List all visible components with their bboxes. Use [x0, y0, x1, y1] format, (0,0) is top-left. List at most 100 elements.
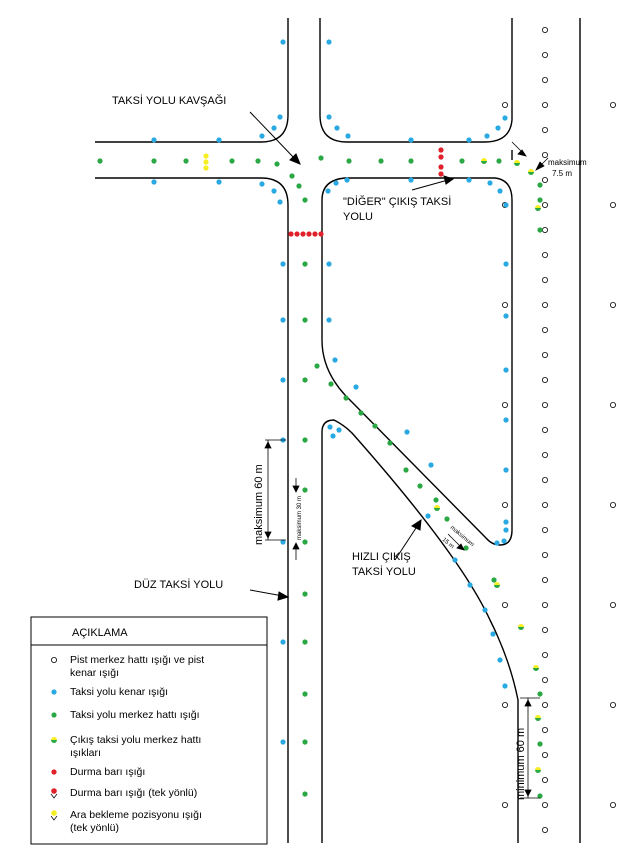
legend-item: Ara bekleme pozisyonu ışığı(tek yönlü) [50, 809, 202, 834]
other-exit-label-1: "DİĞER" ÇIKIŞ TAKSİ [343, 195, 451, 208]
taxiway-edge-light [482, 607, 488, 613]
taxiway-centerline-lights [97, 155, 543, 799]
runway-centerline-light [542, 176, 549, 183]
runway-centerline-light [542, 376, 549, 383]
taxiway-centerline-light [183, 158, 189, 164]
stop-bar-lights [288, 147, 444, 237]
taxiway-edge-light [484, 133, 490, 139]
taxiway-edge-light [503, 527, 509, 533]
straight-taxiway-left-edge [95, 18, 289, 143]
taxiway-centerline-light [537, 691, 543, 697]
taxiway-edge-lights [151, 39, 509, 745]
exit-centerline-light [535, 205, 541, 211]
green-yellow-dot-icon [51, 737, 57, 743]
legend-item-label: Çıkış taksi yolu merkez hattı [70, 734, 201, 746]
runway-centerline-light [542, 777, 549, 784]
red-unidirectional-icon [50, 788, 58, 799]
taxiway-edge-light [271, 188, 277, 194]
runway-centerline-light [542, 451, 549, 458]
runway-centerline-light [542, 827, 549, 834]
taxiway-centerline-light [318, 155, 324, 161]
taxiway-centerline-light [302, 739, 308, 745]
taxiway-edge-light [333, 180, 339, 186]
taxiway-edge-light [216, 179, 222, 185]
straight-taxiway-label: DÜZ TAKSİ YOLU [134, 578, 223, 591]
runway-centerline-light [542, 52, 549, 59]
taxiway-centerline-light [302, 539, 308, 545]
runway-edge-light [501, 102, 508, 109]
taxiway-centerline-light [302, 487, 308, 493]
runway-centerline-light [542, 251, 549, 258]
runway-centerline-light [542, 501, 549, 508]
runway-edge-light [501, 301, 508, 308]
runway-edge-light [501, 802, 508, 809]
taxiway-centerline-light [444, 516, 450, 522]
taxiway-edge-light [503, 202, 509, 208]
taxiway-edge-light [487, 180, 493, 186]
taxiway-edge-light [216, 137, 222, 143]
taxiway-edge-light [327, 424, 333, 430]
taxiway-centerline-light [343, 395, 349, 401]
legend-item-label-line2: ışıkları [70, 747, 101, 759]
runway-centerline-light [542, 151, 549, 158]
rapid-exit-outer-edge [321, 419, 519, 843]
legend-item: Taksi yolu kenar ışığı [51, 686, 168, 698]
runway-centerline-light [542, 652, 549, 659]
taxiway-centerline-light [302, 437, 308, 443]
legend-item: Taksi yolu merkez hattı ışığı [51, 709, 200, 721]
runway-centerline-light [542, 426, 549, 433]
taxiway-centerline-light [408, 158, 414, 164]
taxiway-edge-light [466, 137, 472, 143]
taxiway-edge-light [326, 39, 332, 45]
taxiway-edge-light [502, 115, 508, 121]
taxiway-edge-light [428, 462, 434, 468]
stop-bar-light [438, 171, 444, 177]
runway-centerline-light [542, 802, 549, 809]
taxiway-edge-light [467, 582, 473, 588]
runway-edge-light [610, 602, 617, 609]
legend-item-label-line2: kenar ışığı [70, 667, 119, 679]
taxiway-centerline-light [403, 467, 409, 473]
taxiway-edge-light [494, 540, 500, 546]
legend-item-label: Taksi yolu merkez hattı ışığı [70, 709, 200, 721]
taxiway-edge-light [408, 177, 414, 183]
legend-item-label: Ara bekleme pozisyonu ışığı [70, 809, 202, 821]
taxiway-edge-light [503, 367, 509, 373]
runway-edge-light [501, 602, 508, 609]
runway-centerline-light [542, 552, 549, 559]
runway-centerline-light [542, 127, 549, 134]
runway-lights [501, 26, 617, 834]
legend-item-label-line2: (tek yönlü) [70, 822, 119, 834]
taxiway-edge-light [280, 377, 286, 383]
rapid-exit-label-1: HIZLI ÇIKIŞ [352, 551, 411, 563]
stop-bar-light [438, 154, 444, 160]
taxiway-edge-light [325, 188, 331, 194]
dimension-max-30m-label: maksimum 30 m [297, 496, 303, 540]
taxiway-centerline-light [537, 197, 543, 203]
red-dot-icon [51, 769, 57, 775]
legend-box [30, 616, 268, 845]
runway-centerline-light [542, 102, 549, 109]
intermediate-holding-lights [203, 153, 209, 171]
taxiway-edge-light [277, 114, 283, 120]
taxiway-edge-light [503, 261, 509, 267]
straight-taxiway-right-edge-top [319, 18, 513, 143]
legend-item-label: Pist merkez hattı ışığı ve pist [70, 654, 204, 666]
taxiway-centerline-light [314, 363, 320, 369]
taxiway-edge-light [334, 125, 340, 131]
exit-centerline-light [494, 582, 500, 588]
taxiway-centerline-light [289, 173, 295, 179]
runway-edge-light [610, 102, 617, 109]
stop-bar-light [288, 231, 294, 237]
runway-edge-light [610, 401, 617, 408]
taxiway-edge-light [495, 125, 501, 131]
taxiway-centerline-light [302, 639, 308, 645]
taxiway-edge-light [497, 657, 503, 663]
yellow-unidirectional-icon [50, 810, 58, 821]
taxiway-centerline-light [537, 182, 543, 188]
taxiway-edge-light [332, 357, 338, 363]
blue-dot-icon [51, 689, 57, 695]
dimension-max-15m [447, 533, 465, 551]
legend-item: Durma barı ışığı (tek yönlü) [50, 787, 197, 799]
